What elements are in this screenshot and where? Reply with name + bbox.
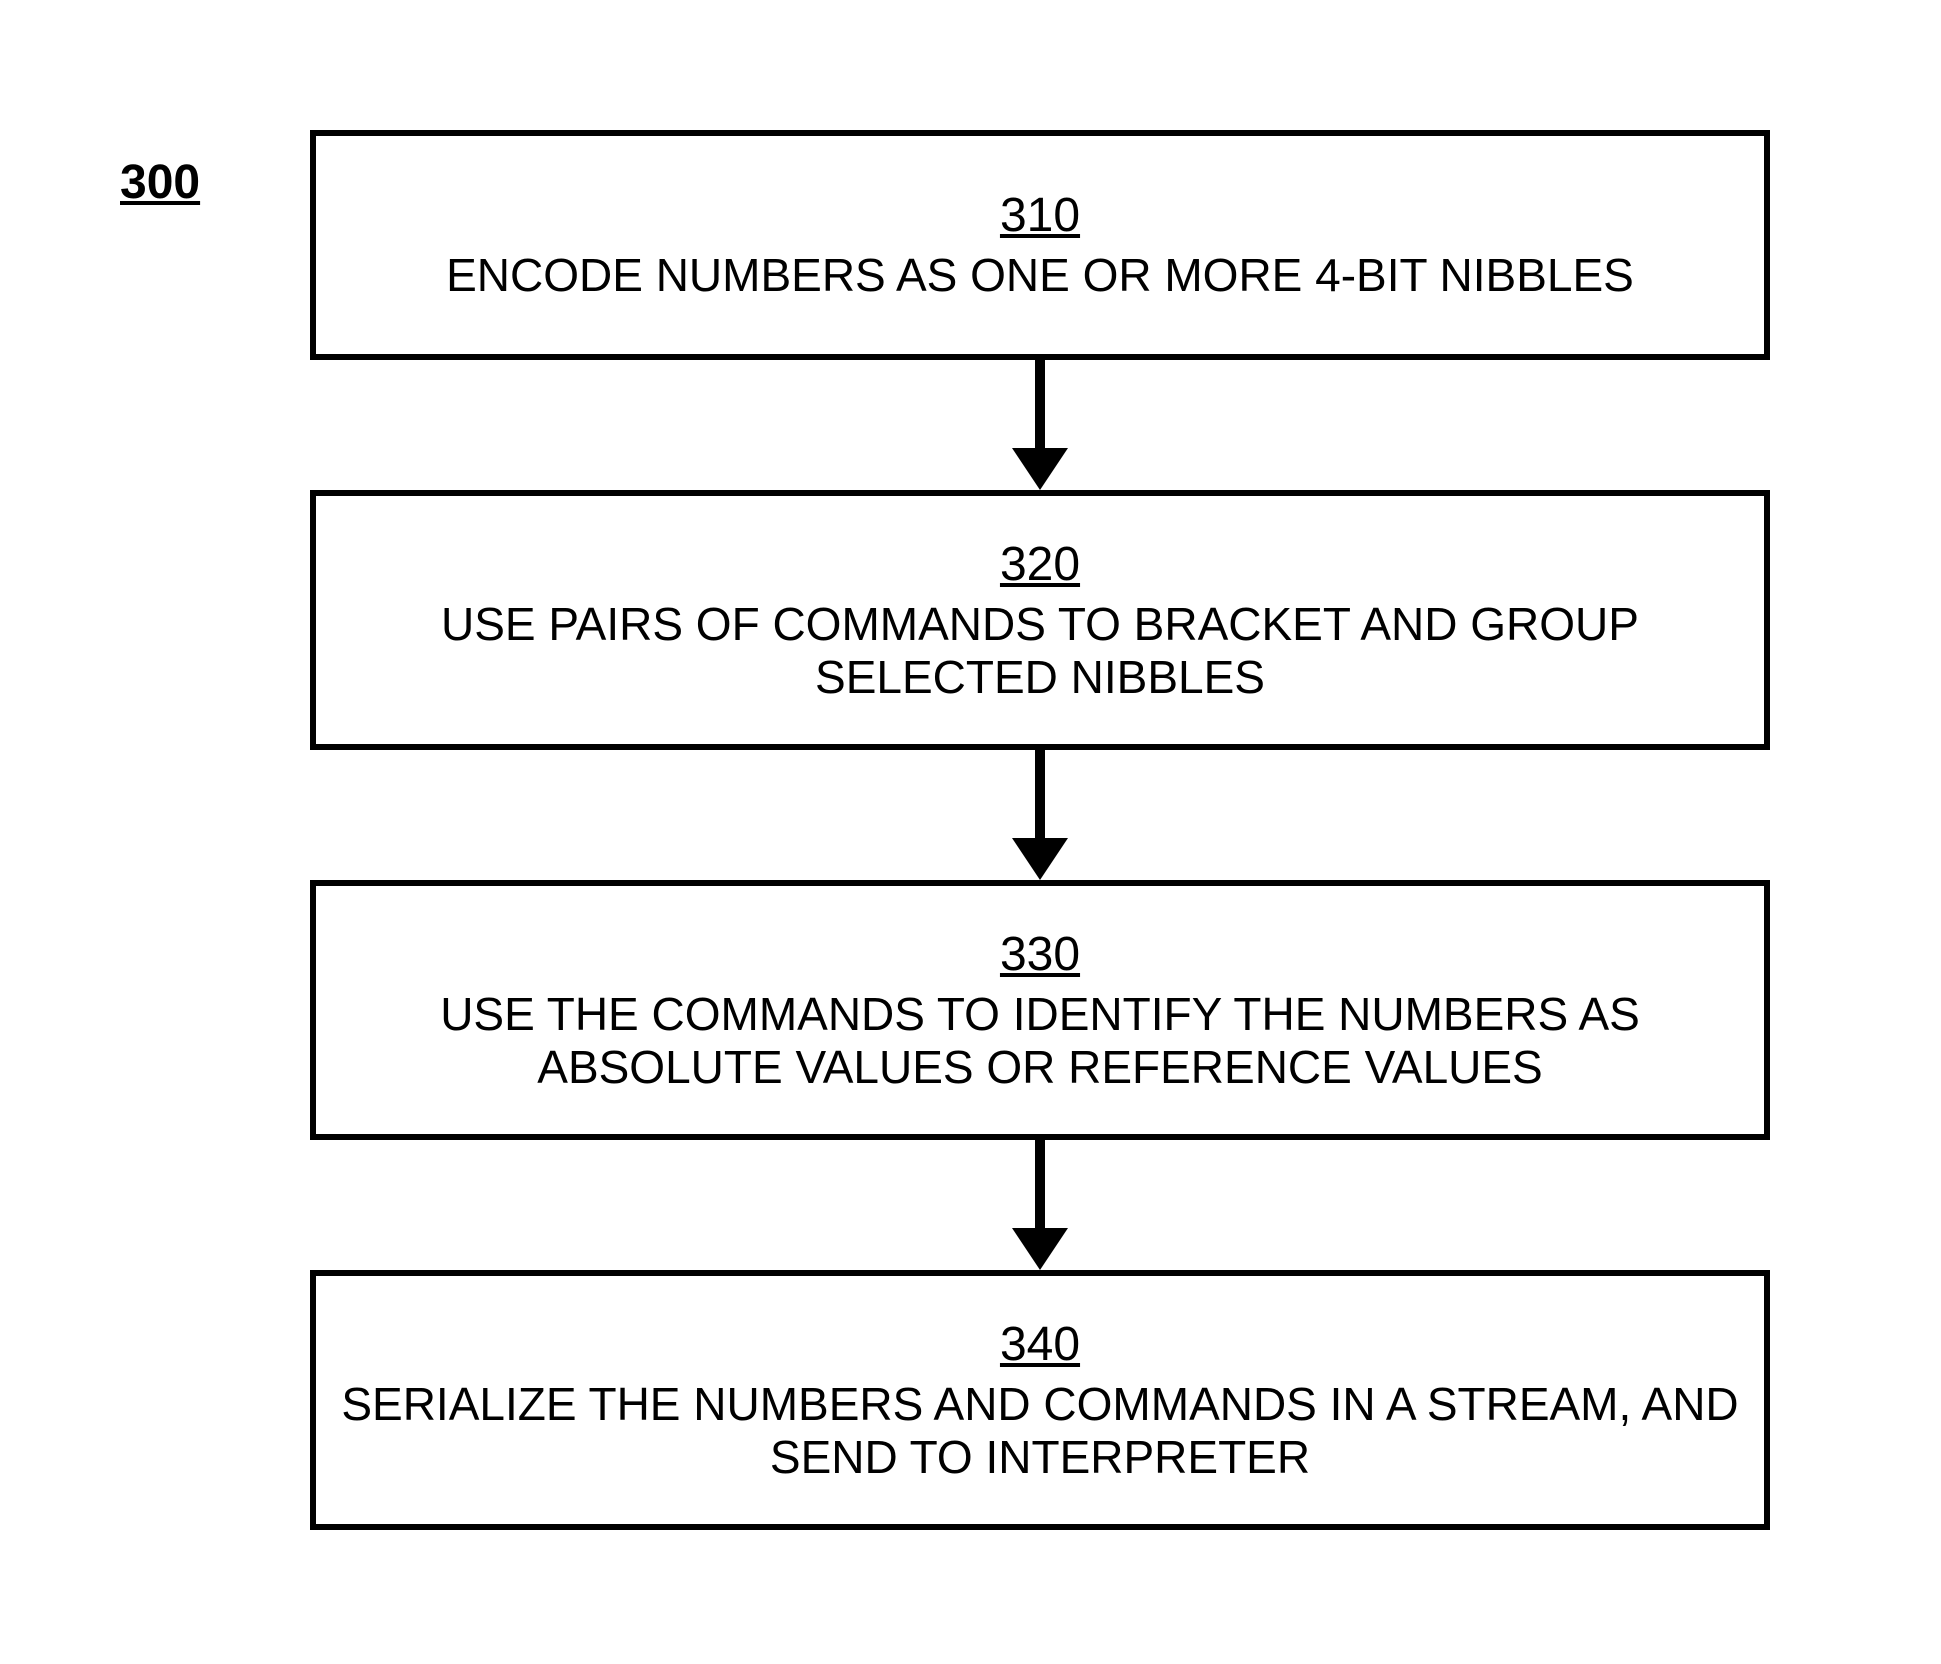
flow-node-330: 330 USE THE COMMANDS TO IDENTIFY THE NUMB… (310, 880, 1770, 1140)
flow-node-ref: 330 (1000, 927, 1080, 982)
flow-arrow (1008, 1140, 1072, 1270)
figure-label: 300 (120, 155, 200, 210)
flow-node-ref: 310 (1000, 188, 1080, 243)
flow-node-320: 320 USE PAIRS OF COMMANDS TO BRACKET AND … (310, 490, 1770, 750)
flow-arrow (1008, 360, 1072, 490)
figure-label-text: 300 (120, 156, 200, 209)
flow-node-ref: 340 (1000, 1317, 1080, 1372)
diagram-canvas: 300 310 ENCODE NUMBERS AS ONE OR MORE 4-B… (0, 0, 1941, 1664)
flow-node-text: ENCODE NUMBERS AS ONE OR MORE 4-BIT NIBB… (426, 249, 1654, 302)
flow-node-text: SERIALIZE THE NUMBERS AND COMMANDS IN A … (316, 1378, 1764, 1484)
flow-node-text: USE PAIRS OF COMMANDS TO BRACKET AND GRO… (316, 598, 1764, 704)
flow-node-ref: 320 (1000, 537, 1080, 592)
flow-arrow (1008, 750, 1072, 880)
flow-node-340: 340 SERIALIZE THE NUMBERS AND COMMANDS IN… (310, 1270, 1770, 1530)
flow-node-310: 310 ENCODE NUMBERS AS ONE OR MORE 4-BIT N… (310, 130, 1770, 360)
flow-node-text: USE THE COMMANDS TO IDENTIFY THE NUMBERS… (316, 988, 1764, 1094)
